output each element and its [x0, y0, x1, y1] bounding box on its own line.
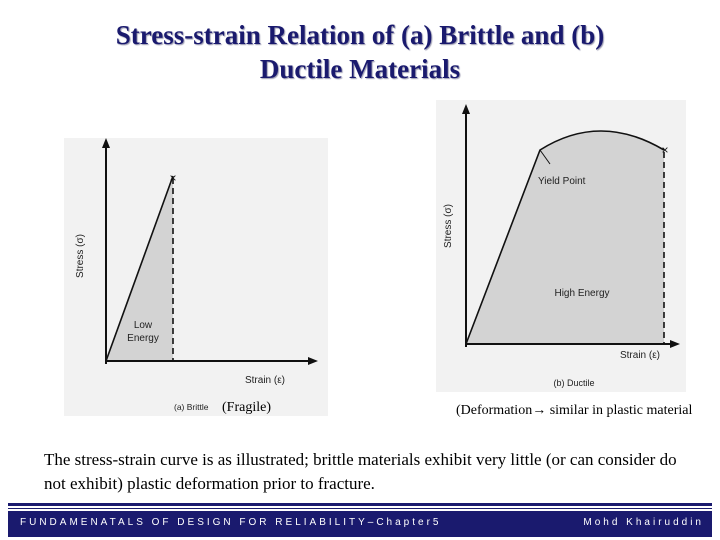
- high-energy-region: [466, 131, 664, 344]
- low-energy-label-line-1: Low: [134, 320, 153, 331]
- ductile-stress-axis-arrowhead: [462, 104, 470, 114]
- ductile-stress-axis-label: Stress (σ): [443, 204, 454, 248]
- ductile-fracture-mark: ×: [661, 143, 668, 157]
- yield-point-leader-line: [539, 149, 551, 165]
- stress-axis-label: Stress (σ): [75, 234, 86, 278]
- footer-divider-thick: [8, 503, 712, 506]
- body-text: The stress-strain curve is as illustrate…: [44, 450, 677, 493]
- brittle-stress-strain-figure: × Stress (σ) Strain (ε) Low Energy (a) B…: [64, 138, 328, 416]
- title-line-1: Stress-strain Relation of (a) Brittle an…: [115, 20, 605, 50]
- brittle-caption: (a) Brittle: [174, 402, 209, 412]
- title-line-2: Ductile Materials: [259, 54, 461, 84]
- low-energy-label-line-2: Energy: [127, 333, 159, 344]
- brittle-curve: [105, 175, 174, 362]
- ductile-strain-axis-arrowhead: [670, 340, 680, 348]
- ductile-caption: (b) Ductile: [553, 378, 594, 388]
- strain-axis-arrowhead: [308, 357, 318, 365]
- ductile-strain-axis-label: Strain (ε): [620, 350, 660, 361]
- ductile-stress-strain-figure: × Yield Point Stress (σ) Strain (ε) High…: [436, 100, 686, 392]
- yield-point-label: Yield Point: [538, 176, 586, 187]
- figure-a-background: [64, 138, 328, 416]
- slide-title: Stress-strain Relation of (a) Brittle an…: [0, 18, 720, 86]
- footer-divider-thin: [8, 508, 712, 509]
- brittle-caption-note: (Fragile): [222, 400, 271, 415]
- footer-course-title: FUNDAMENATALS OF DESIGN FOR RELIABILITY–…: [20, 517, 442, 528]
- strain-axis-label: Strain (ε): [245, 375, 285, 386]
- ductile-curve: [465, 130, 665, 345]
- footer-author: Mohd Khairuddin: [583, 517, 704, 528]
- ductile-caption-note: (Deformation→ similar in plastic materia…: [456, 403, 693, 418]
- fracture-mark: ×: [169, 171, 176, 185]
- high-energy-label: High Energy: [554, 288, 609, 299]
- stress-axis-arrowhead: [102, 138, 110, 148]
- footer-bar: FUNDAMENATALS OF DESIGN FOR RELIABILITY–…: [8, 511, 712, 537]
